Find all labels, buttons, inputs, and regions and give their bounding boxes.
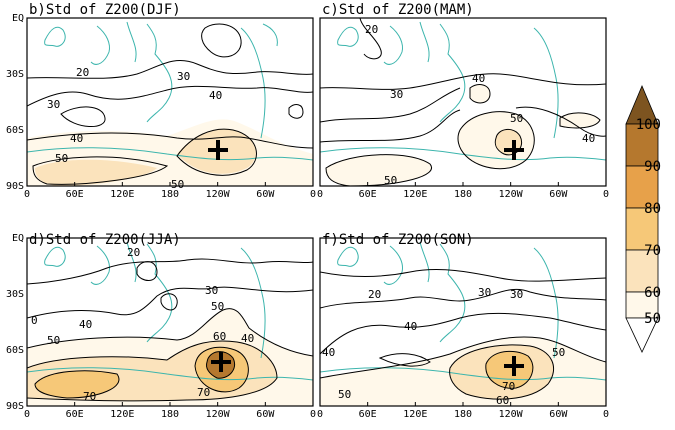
contour-label: 40 (241, 332, 254, 345)
x-tick-label: 0 (310, 189, 316, 200)
x-tick-label: 60W (549, 409, 568, 420)
contour-label: 50 (47, 334, 60, 347)
contour-label: 20 (365, 23, 378, 36)
contour-label: 30 (390, 88, 403, 101)
contour-label: 50 (211, 300, 224, 313)
contour-label: 40 (79, 318, 92, 331)
y-tick-label: 30S (6, 289, 24, 300)
colorbar-label: 60 (644, 285, 661, 301)
colorbar-seg-60 (625, 249, 659, 293)
contour-label: 50 (384, 174, 397, 187)
contour-label: 0 (31, 314, 38, 327)
x-tick-label: 120E (403, 409, 427, 420)
x-tick-label: 60W (256, 409, 275, 420)
y-tick-label: 60S (6, 345, 24, 356)
center-marker (208, 140, 228, 160)
panel-title: f)Std of Z200(SON) (322, 232, 474, 248)
contour-label: 30 (205, 284, 218, 297)
x-tick-label: 120W (499, 189, 524, 200)
contour-label: 40 (404, 320, 417, 333)
colorbar-seg-80 (625, 165, 659, 209)
colorbar-label: 80 (644, 201, 661, 217)
x-tick-label: 0 (310, 409, 316, 420)
colorbar: 100 90 80 70 60 50 (625, 84, 661, 353)
contour-label: 50 (55, 152, 68, 165)
contour-label: 20 (368, 288, 381, 301)
contour-label: 50 (510, 112, 523, 125)
contour-label: 30 (510, 288, 523, 301)
x-tick-label: 0 (603, 409, 609, 420)
contour-label: 70 (502, 380, 515, 393)
contour-label: 40 (582, 132, 595, 145)
x-tick-label: 60W (549, 189, 568, 200)
contour-label: 30 (478, 286, 491, 299)
center-marker (504, 356, 524, 376)
x-tick-label: 60E (66, 409, 84, 420)
x-tick-label: 120E (110, 189, 134, 200)
y-tick-label: 30S (6, 69, 24, 80)
center-marker (211, 352, 231, 372)
contour-label: 50 (338, 388, 351, 401)
panel-djf: 20 30 30 40 40 50 50 b)Std of Z200(DJF) (26, 2, 314, 191)
x-tick-label: 60W (256, 189, 275, 200)
x-tick-label: 60E (359, 189, 377, 200)
colorbar-seg-70 (625, 207, 659, 251)
contour-label: 40 (322, 346, 335, 359)
panel-jja: 20 30 40 50 50 40 60 70 70 0 d)Std of Z2… (26, 232, 314, 407)
contour-label: 20 (76, 66, 89, 79)
contour-label: 30 (47, 98, 60, 111)
colorbar-seg-50 (625, 291, 659, 319)
x-tick-label: 180 (454, 409, 472, 420)
x-tick-label: 180 (454, 189, 472, 200)
contour-label: 40 (70, 132, 83, 145)
colorbar-label: 50 (644, 311, 661, 327)
panel-son: 20 30 30 40 40 50 50 70 60 f)Std of Z200… (319, 232, 607, 407)
x-tick-label: 180 (161, 409, 179, 420)
x-tick-label: 0 (24, 189, 30, 200)
center-marker (504, 140, 524, 160)
colorbar-bottom-triangle (625, 317, 659, 353)
contour-label: 50 (552, 346, 565, 359)
x-tick-label: 120E (403, 189, 427, 200)
contour-label: 60 (496, 394, 509, 407)
x-tick-label: 60E (66, 189, 84, 200)
y-tick-label: 90S (6, 401, 24, 412)
contour-label: 70 (197, 386, 210, 399)
colorbar-seg-90 (625, 123, 659, 167)
y-tick-label: 90S (6, 181, 24, 192)
panel-mam: 20 30 40 40 50 50 c)Std of Z200(MAM) (319, 2, 607, 187)
x-tick-label: 0 (317, 189, 323, 200)
panel-title: c)Std of Z200(MAM) (322, 2, 474, 18)
panel-title: b)Std of Z200(DJF) (29, 2, 181, 18)
x-tick-label: 120W (499, 409, 524, 420)
x-tick-label: 0 (603, 189, 609, 200)
colorbar-label: 100 (636, 117, 661, 133)
x-tick-label: 120W (206, 189, 231, 200)
y-tick-label: EQ (12, 233, 24, 244)
colorbar-label: 70 (644, 243, 661, 259)
contour-label: 30 (177, 70, 190, 83)
contour-label: 20 (127, 246, 140, 259)
contour-label: 40 (209, 89, 222, 102)
contour-label: 40 (472, 72, 485, 85)
x-tick-label: 120W (206, 409, 231, 420)
shade-50-antarctic (35, 159, 157, 186)
x-tick-label: 0 (317, 409, 323, 420)
x-tick-label: 120E (110, 409, 134, 420)
y-tick-label: 60S (6, 125, 24, 136)
x-tick-label: 180 (161, 189, 179, 200)
contour-label: 70 (83, 390, 96, 403)
contour-label: 50 (171, 178, 184, 191)
x-tick-label: 60E (359, 409, 377, 420)
contour-label: 60 (213, 330, 226, 343)
y-tick-label: EQ (12, 13, 24, 24)
panel-title: d)Std of Z200(JJA) (29, 232, 181, 248)
colorbar-label: 90 (644, 159, 661, 175)
x-tick-label: 0 (24, 409, 30, 420)
